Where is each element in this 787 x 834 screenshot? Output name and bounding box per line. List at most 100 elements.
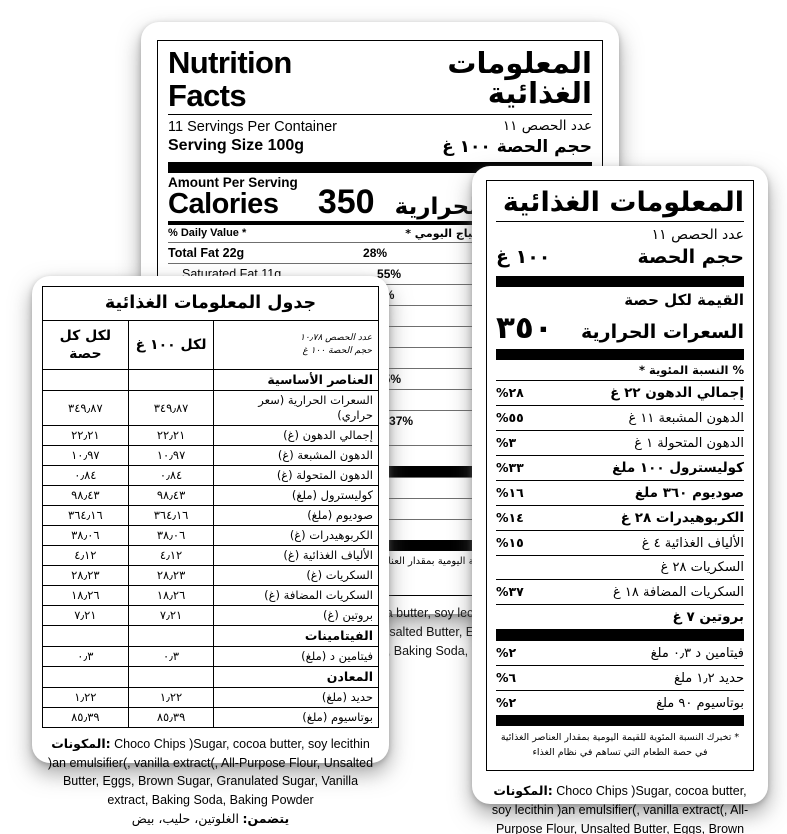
arabic-nutrient-row: الدهون المشبعة ١١ غ %٥٥ <box>496 405 744 430</box>
arabic-serving-size-label: حجم الحصة <box>637 245 745 268</box>
calories-value: 350 <box>317 183 375 222</box>
nutrient-daily-value: 3% <box>377 288 470 302</box>
arabic-calories-label: السعرات الحرارية <box>580 321 744 344</box>
table-row: السعرات الحرارية (سعر حراري) ٣٤٩٫٨٧ ٣٤٩٫٨٧ <box>42 390 379 427</box>
arabic-serving-size-row: حجم الحصة ١٠٠ غ <box>496 245 744 271</box>
arabic-micronutrient-row: فيتامين د ٠٫٣ ملغ %٢ <box>496 640 744 665</box>
calories-en: Amount Per Serving Calories <box>168 175 298 220</box>
arabic-nutrient-row: كوليسترول ١٠٠ ملغ %٣٣ <box>496 455 744 480</box>
serving-size-en: Serving Size 100g <box>168 137 305 155</box>
arabic-serving-info: عدد الحصص ١١ حجم الحصة ١٠٠ غ <box>496 222 744 276</box>
row-value-per-serving: ٧٫٢١ <box>42 604 129 626</box>
section-row-minerals: المعادن <box>42 665 379 689</box>
row-value-per-100g: ١٨٫٢٦ <box>127 584 215 606</box>
row-nutrient-name: السكريات المضافة (غ) <box>213 584 379 606</box>
arabic-calories-value: ٣٥٠ <box>496 310 553 347</box>
section-blank-1 <box>127 665 215 689</box>
row-value-per-serving: ٠٫٣ <box>42 645 129 667</box>
arabic-footnote: * تخبرك النسبة المئوية للقيمة اليومية بم… <box>500 732 740 758</box>
page-title-en: Nutrition Facts <box>168 45 292 113</box>
ingredients-text-right: Choco Chips )Sugar, cocoa butter, soy le… <box>491 783 749 834</box>
arabic-micronutrient-rows: فيتامين د ٠٫٣ ملغ %٢ حديد ١٫٢ ملغ %٦ بوتاسيو… <box>496 640 744 715</box>
row-value-per-100g: ٤٫١٢ <box>127 544 215 566</box>
row-value-per-serving: ١٨٫٢٦ <box>42 584 129 606</box>
row-value-per-100g: ٧٫٢١ <box>127 604 215 626</box>
row-value-per-100g: ٨٥٫٣٩ <box>127 707 215 728</box>
arabic-serving-size-value: ١٠٠ غ <box>496 245 551 268</box>
arabic-micronutrient-row: حديد ١٫٢ ملغ %٦ <box>496 665 744 690</box>
page-title-ar: المعلومات الغذائية <box>447 46 592 111</box>
row-value-per-100g: ٠٫٨٤ <box>127 465 215 487</box>
ingredients-label-left: المكونات: <box>51 735 111 751</box>
table-title-row: جدول المعلومات الغذائية <box>42 286 379 321</box>
arabic-nutrient-name: الألياف الغذائية ٤ غ <box>641 536 744 552</box>
row-value-per-100g: ٩٨٫٤٣ <box>127 485 215 506</box>
arabic-nutrient-name: الكربوهيدرات ٢٨ غ <box>620 510 744 527</box>
arabic-calories-row: السعرات الحرارية ٣٥٠ <box>496 310 744 346</box>
table-header-serving-info: عدد الحصص ١٠٫٧٨ حجم الحصة ١٠٠ غ <box>213 319 379 371</box>
arabic-nutrient-rows: إجمالي الدهون ٢٢ غ %٢٨ الدهون المشبعة ١١ غ… <box>496 380 744 629</box>
table-title: جدول المعلومات الغذائية <box>42 286 379 321</box>
table-row: حديد (ملغ) ١٫٢٢ ١٫٢٢ <box>42 687 379 708</box>
table-row: الكربوهيدرات (غ) ٣٨٫٠٦ ٣٨٫٠٦ <box>42 524 379 546</box>
table-row: الدهون المتحولة (غ) ٠٫٨٤ ٠٫٨٤ <box>42 465 379 487</box>
nutrient-daily-value: 28% <box>363 246 388 261</box>
arabic-nutrition-table-card[interactable]: جدول المعلومات الغذائية عدد الحصص ١٠٫٧٨ حج… <box>32 276 389 826</box>
column-header-per-serving: لكل كل حصة <box>42 319 129 371</box>
arabic-calories-bottom-bar <box>496 349 744 361</box>
row-value-per-serving: ٠٫٨٤ <box>42 465 129 487</box>
table-row: إجمالي الدهون (غ) ٢٢٫٢١ ٢٢٫٢١ <box>42 425 379 447</box>
servings-per-container-en: 11 Servings Per Container <box>168 119 337 136</box>
row-value-per-100g: ٢٢٫٢١ <box>127 425 215 447</box>
arabic-nutrient-daily-value: %٢٨ <box>496 385 524 401</box>
table-row: الألياف الغذائية (غ) ٤٫١٢ ٤٫١٢ <box>42 544 379 566</box>
row-nutrient-name: السعرات الحرارية (سعر حراري) <box>213 390 379 427</box>
row-nutrient-name: بروتين (غ) <box>213 604 379 626</box>
arabic-nutrient-daily-value: %٣٣ <box>496 460 524 476</box>
arabic-nutrient-name: السكريات المضافة ١٨ غ <box>613 585 744 601</box>
arabic-nutrient-row: الكربوهيدرات ٢٨ غ %١٤ <box>496 505 744 530</box>
ingredients-block-right: المكونات: Choco Chips )Sugar, cocoa butt… <box>486 771 754 834</box>
ingredients-text-left: Choco Chips )Sugar, cocoa butter, soy le… <box>47 736 374 808</box>
row-value-per-100g: ٠٫٣ <box>127 645 215 667</box>
arabic-nutrient-row: صوديوم ٣٦٠ ملغ %١٦ <box>496 480 744 505</box>
section-blank-1 <box>127 624 215 647</box>
serving-info-row: 11 Servings Per Container Serving Size 1… <box>168 115 592 162</box>
arabic-nutrient-daily-value: %٢ <box>496 645 517 661</box>
arabic-title-divider <box>496 221 744 223</box>
arabic-nutrient-name: بروتين ٧ غ <box>672 609 744 626</box>
arabic-nutrition-facts-card[interactable]: المعلومات الغذائية عدد الحصص ١١ حجم الحص… <box>472 166 768 834</box>
arabic-nutrient-row: السكريات ٢٨ غ <box>496 555 744 579</box>
row-nutrient-name: الألياف الغذائية (غ) <box>213 544 379 566</box>
servings-per-container-ar: عدد الحصص ١١ <box>502 118 592 135</box>
row-nutrient-name: السكريات (غ) <box>213 564 379 586</box>
arabic-nutrient-daily-value: %٦ <box>496 670 517 686</box>
table-row: كوليسترول (ملغ) ٩٨٫٤٣ ٩٨٫٤٣ <box>42 485 379 506</box>
section-label: المعادن <box>213 665 379 689</box>
column-header-per-100g: لكل ١٠٠ غ <box>127 319 215 371</box>
row-value-per-100g: ٣٦٤٫١٦ <box>127 505 215 526</box>
row-nutrient-name: صوديوم (ملغ) <box>213 505 379 526</box>
nutrient-daily-value: 15% <box>377 372 402 387</box>
section-row-vitamins: الفيتامينات <box>42 624 379 647</box>
table-header-servings: عدد الحصص ١٠٫٧٨ <box>300 332 372 343</box>
section-blank-2 <box>42 665 129 689</box>
arabic-nutrient-row: السكريات المضافة ١٨ غ %٣٧ <box>496 579 744 604</box>
nutrition-table: جدول المعلومات الغذائية عدد الحصص ١٠٫٧٨ حج… <box>42 286 379 728</box>
arabic-nutrient-daily-value: %١٥ <box>496 535 524 551</box>
row-value-per-serving: ١٫٢٢ <box>42 687 129 708</box>
section-blank-1 <box>127 369 215 392</box>
arabic-nutrient-name: الدهون المتحولة ١ غ <box>634 436 744 452</box>
row-value-per-serving: ٣٨٫٠٦ <box>42 524 129 546</box>
calories-top-bar <box>168 161 592 173</box>
arabic-nutrient-name: فيتامين د ٠٫٣ ملغ <box>650 646 744 662</box>
arabic-nutrient-name: كوليسترول ١٠٠ ملغ <box>612 460 744 477</box>
arabic-nutrient-name: الدهون المشبعة ١١ غ <box>628 411 745 427</box>
table-row: بروتين (غ) ٧٫٢١ ٧٫٢١ <box>42 604 379 626</box>
nutrition-facts-title-row: Nutrition Facts المعلومات الغذائية <box>168 45 592 114</box>
row-value-per-100g: ١٫٢٢ <box>127 687 215 708</box>
arabic-amount-per-serving: القيمة لكل حصة <box>624 290 744 309</box>
calories-bottom-bar <box>168 221 592 226</box>
contains-line-left: يتضمن: الغلوتين، حليب، بيض <box>44 810 377 829</box>
